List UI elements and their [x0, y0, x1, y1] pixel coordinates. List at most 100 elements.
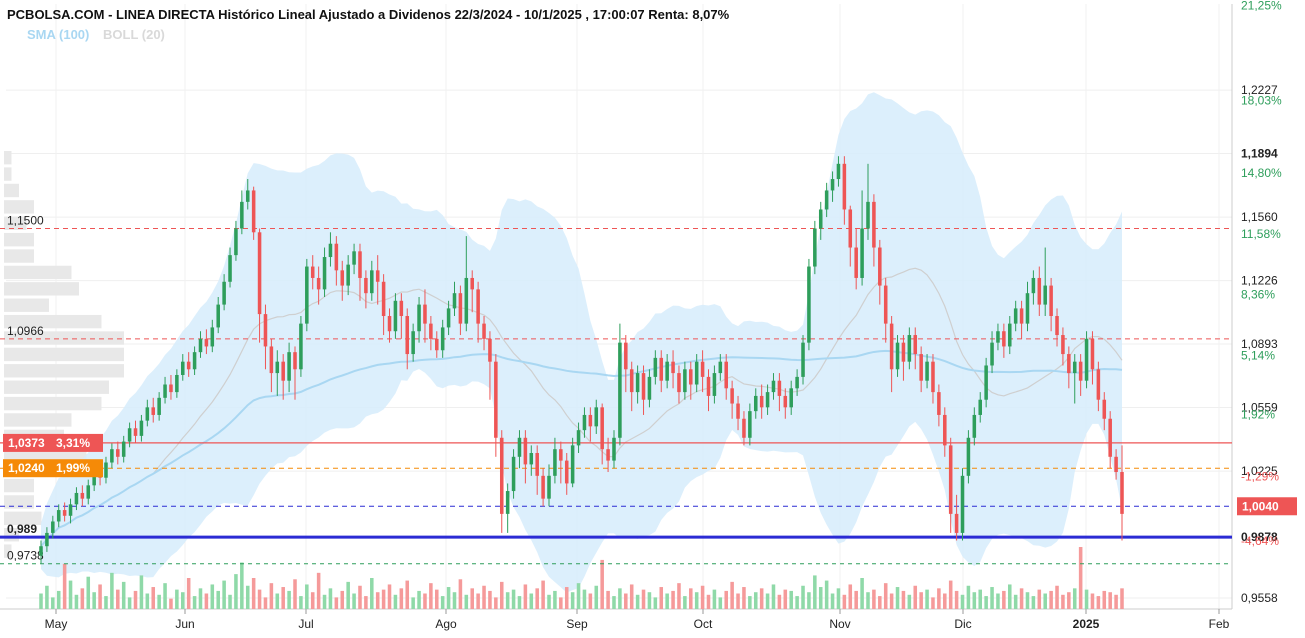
volume-bar — [984, 596, 988, 609]
volume-bar — [240, 562, 244, 609]
candle-body — [765, 392, 770, 408]
level-label: 1,0966 — [7, 324, 44, 338]
candle-body — [937, 392, 941, 415]
candle-body — [1090, 338, 1095, 370]
month-label: 2025 — [1073, 617, 1100, 631]
volume-bar — [913, 585, 918, 609]
volume-bar — [287, 590, 291, 609]
volume-bar — [606, 590, 610, 609]
volume-bar — [907, 594, 912, 609]
candle-body — [257, 232, 262, 315]
candle-body — [1002, 331, 1006, 347]
candle-body — [529, 452, 534, 465]
candle-body — [358, 251, 362, 278]
volume-bar — [860, 578, 864, 609]
candle-body — [895, 342, 900, 370]
price-tag-box — [3, 433, 103, 452]
volume-bar — [647, 592, 652, 609]
volume-bar — [700, 585, 705, 609]
profile-bar — [4, 396, 102, 411]
volume-bar — [387, 584, 392, 609]
volume-bar — [765, 593, 770, 609]
candle-body — [830, 179, 835, 191]
candle-body — [759, 395, 764, 408]
legend-boll[interactable]: BOLL (20) — [103, 27, 165, 42]
volume-bar — [452, 592, 457, 609]
candle-body — [275, 361, 280, 374]
volume-bar — [1019, 588, 1024, 609]
volume-bar — [275, 593, 280, 609]
volume-bar — [677, 583, 681, 609]
volume-bar — [1114, 594, 1118, 609]
candle-body — [316, 277, 321, 290]
volume-bar — [210, 584, 215, 609]
candle-body — [582, 414, 587, 431]
candle-body — [889, 323, 894, 370]
volume-bar — [228, 594, 232, 609]
candle-body — [925, 361, 929, 381]
candlesticks[interactable] — [39, 156, 1124, 564]
volume-bar — [399, 588, 404, 609]
volume-bar — [612, 596, 616, 609]
pct-tick-label: 18,03% — [1241, 94, 1282, 108]
level-label: 0,989 — [7, 522, 37, 536]
candle-body — [748, 411, 752, 438]
volume-bar — [748, 596, 752, 609]
volume-bar — [547, 594, 551, 609]
candle-body — [310, 266, 315, 278]
candle-body — [1055, 316, 1059, 336]
volume-bar — [1031, 596, 1036, 609]
month-label: May — [45, 617, 68, 631]
volume-bar — [724, 590, 728, 609]
month-label: Oct — [694, 617, 713, 631]
volume-bar — [257, 589, 262, 609]
candle-body — [263, 314, 268, 347]
price-tick-label: 1,1226 — [1241, 274, 1278, 288]
last-price-label: 1,0040 — [1242, 499, 1279, 513]
candle-body — [68, 504, 73, 516]
candle-body — [175, 374, 179, 393]
profile-bar — [4, 511, 42, 526]
volume-bar — [559, 597, 563, 609]
volume-bar — [316, 572, 321, 609]
profile-bar — [4, 265, 72, 280]
volume-bar — [322, 594, 327, 609]
candle-body — [145, 407, 150, 421]
candle-body — [824, 190, 829, 210]
volume-bar — [594, 585, 599, 609]
candle-body — [411, 331, 415, 355]
price-tag-pct: 3,31% — [56, 436, 90, 450]
candle-body — [299, 323, 303, 370]
candle-body — [783, 395, 788, 408]
price-tick-label: 0,9558 — [1241, 591, 1278, 605]
candle-body — [866, 201, 870, 229]
volume-bar — [157, 594, 161, 609]
volume-bar — [51, 597, 55, 609]
profile-bar — [4, 364, 124, 378]
volume-bar — [39, 593, 43, 609]
volume-bar — [234, 574, 238, 609]
candle-body — [92, 472, 96, 486]
volume-bar — [163, 583, 167, 609]
candle-body — [1102, 399, 1107, 419]
candle-body — [45, 532, 49, 547]
volume-bar — [1049, 590, 1053, 609]
candle-body — [322, 257, 327, 290]
sma-line — [40, 349, 1123, 547]
legend-sma[interactable]: SMA (100) — [27, 27, 89, 42]
candle-body — [600, 407, 604, 450]
candle-body — [269, 346, 274, 374]
candle-body — [470, 277, 474, 290]
candle-body — [151, 407, 156, 415]
pct-tick-label: 5,14% — [1241, 349, 1275, 363]
profile-bar — [4, 380, 109, 394]
candle-body — [346, 264, 350, 286]
volume-bar — [771, 584, 776, 609]
candle-body — [169, 384, 173, 393]
candle-body — [39, 546, 43, 556]
volume-bar — [68, 580, 73, 609]
volume-bar — [56, 590, 61, 609]
volume-bar — [169, 598, 173, 609]
profile-bar — [4, 282, 79, 296]
